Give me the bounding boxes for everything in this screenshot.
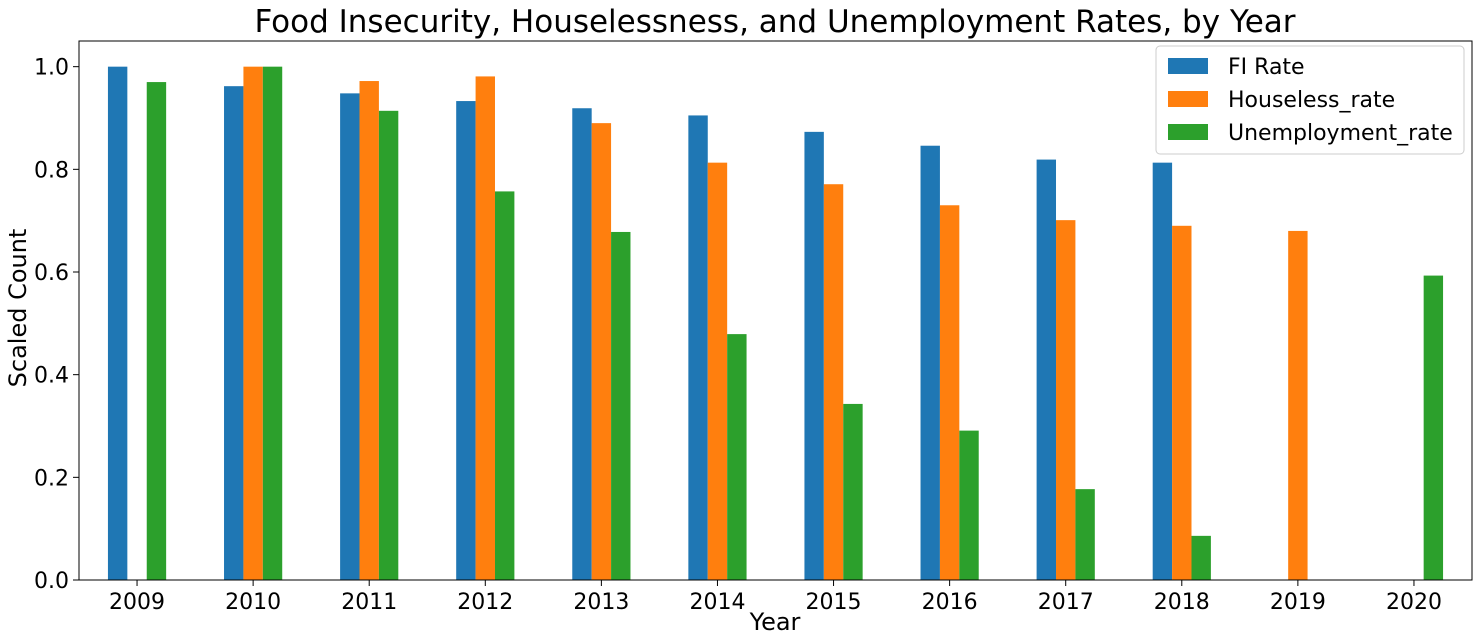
y-tick-label: 0.8: [34, 158, 69, 183]
bar-houseless-rate-2010: [243, 66, 263, 580]
legend-swatch: [1168, 91, 1208, 107]
bar-houseless-rate-2015: [823, 184, 844, 580]
bar-houseless-rate-2016: [939, 205, 960, 580]
bar-houseless-rate-2017: [1056, 220, 1076, 581]
bar-fi-rate-2014: [688, 115, 708, 580]
legend-box: [1155, 45, 1465, 155]
x-tick-label: 2019: [1270, 590, 1326, 615]
bar-fi-rate-2018: [1152, 162, 1173, 580]
bar-unemployment-rate-2020: [1423, 275, 1444, 580]
x-tick-label: 2015: [806, 590, 862, 615]
legend: FI Rate Houseless_rate Unemployment_rate: [1155, 45, 1465, 155]
legend-swatch: [1168, 58, 1208, 74]
x-tick-label: 2013: [573, 590, 629, 615]
bar-fi-rate-2015: [804, 131, 824, 581]
x-tick-label: 2016: [922, 590, 978, 615]
x-tick-label: 2014: [689, 590, 745, 615]
x-tick-label: 2009: [109, 590, 165, 615]
bar-unemployment-rate-2017: [1075, 489, 1095, 580]
y-tick-label: 0.0: [34, 569, 69, 594]
y-tick-label: 0.4: [34, 364, 69, 389]
x-tick-label: 2012: [457, 590, 513, 615]
axes: 0.0 0.2 0.4 0.6 0.8 1.0 2009 2010 2011 2012 2013 20…: [34, 40, 1473, 615]
x-tick-label: 2018: [1154, 590, 1210, 615]
x-axis-label: Year: [749, 608, 801, 636]
bar-unemployment-rate-2015: [843, 403, 863, 580]
bar-houseless-rate-2013: [591, 123, 612, 580]
bar-houseless-rate-2019: [1288, 230, 1308, 580]
x-tick-label: 2010: [225, 590, 281, 615]
x-tick-label: 2020: [1386, 590, 1442, 615]
bar-fi-rate-2017: [1036, 159, 1057, 580]
bar-houseless-rate-2018: [1172, 225, 1192, 581]
bar-houseless-rate-2014: [707, 162, 728, 580]
chart-title: Food Insecurity, Houselessness, and Unem…: [254, 4, 1295, 40]
legend-label: Unemployment_rate: [1228, 121, 1453, 146]
x-tick-label: 2017: [1038, 590, 1094, 615]
y-axis-label: Scaled Count: [4, 229, 32, 388]
bar-unemployment-rate-2012: [494, 191, 515, 580]
bar-unemployment-rate-2011: [378, 110, 399, 581]
bar-unemployment-rate-2016: [959, 430, 979, 580]
legend-swatch: [1168, 124, 1208, 140]
bar-unemployment-rate-2009: [146, 82, 167, 581]
bars: [107, 66, 1444, 581]
bar-fi-rate-2016: [920, 145, 940, 580]
bar-fi-rate-2012: [456, 101, 476, 580]
bar-fi-rate-2013: [572, 108, 592, 580]
bar-fi-rate-2010: [224, 86, 244, 580]
bar-houseless-rate-2012: [475, 76, 495, 581]
x-tick-label: 2011: [341, 590, 397, 615]
legend-label: FI Rate: [1228, 55, 1305, 80]
y-tick-label: 1.0: [34, 56, 69, 81]
legend-label: Houseless_rate: [1228, 88, 1395, 113]
bar-fi-rate-2011: [340, 93, 360, 581]
bar-unemployment-rate-2013: [611, 231, 631, 580]
y-tick-label: 0.2: [34, 466, 69, 491]
bar-unemployment-rate-2014: [727, 334, 747, 580]
y-tick-label: 0.6: [34, 261, 69, 286]
bar-unemployment-rate-2018: [1191, 535, 1211, 580]
bar-unemployment-rate-2010: [262, 66, 283, 580]
plot-frame: [78, 40, 1473, 581]
bar-houseless-rate-2011: [359, 81, 379, 580]
bar-fi-rate-2009: [107, 66, 128, 580]
